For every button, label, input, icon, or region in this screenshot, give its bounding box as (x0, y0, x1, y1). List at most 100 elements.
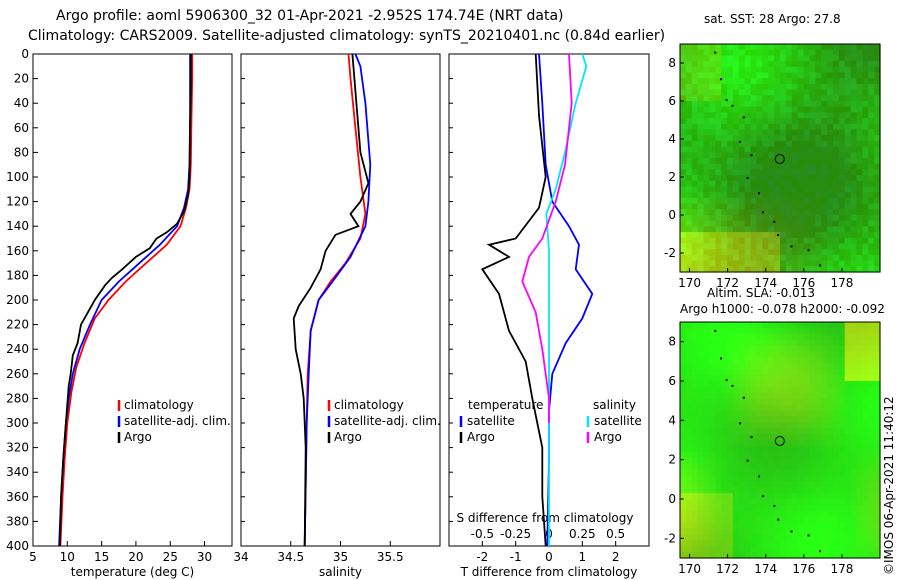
map-cell (844, 192, 852, 199)
map-cell (762, 410, 769, 417)
map-cell (815, 457, 822, 465)
map-cell (821, 135, 828, 142)
map-cell (768, 534, 775, 541)
map-cell (791, 95, 799, 102)
map-cell (697, 180, 705, 188)
map-cell (750, 66, 758, 74)
map-cell (744, 158, 752, 165)
map-cell (838, 89, 846, 96)
map-cell (797, 95, 805, 102)
map-cell (697, 345, 705, 353)
map-cell (832, 112, 840, 119)
map-cell (685, 44, 693, 51)
map-cell (727, 369, 734, 376)
y-tick-label: 360 (6, 490, 29, 504)
map-cell (691, 451, 699, 459)
map-cell (680, 112, 687, 119)
map-cell (868, 163, 875, 170)
map-cell (774, 203, 781, 210)
map-cell (685, 78, 693, 85)
map-cell (815, 232, 822, 239)
map-cell (762, 243, 769, 250)
map-cell (768, 469, 775, 476)
map-cell (732, 457, 740, 465)
map-cell (768, 434, 775, 441)
map-cell (791, 237, 799, 245)
map-cell (780, 180, 787, 188)
map-cell (685, 463, 693, 471)
map-cell (862, 552, 869, 559)
map-cell (844, 175, 852, 182)
map-cell (785, 78, 793, 85)
map-cell (756, 78, 763, 85)
island-dot (739, 140, 742, 143)
map-cell (785, 169, 793, 176)
map-cell (780, 237, 787, 245)
map-cell (874, 422, 881, 429)
map-cell (721, 463, 728, 471)
map-cell (697, 469, 705, 476)
map-cell (832, 146, 840, 153)
map-cell (821, 226, 828, 233)
map-cell (803, 146, 811, 153)
map-cell (838, 135, 846, 142)
map-cell (768, 422, 775, 429)
map-cell (844, 469, 852, 476)
map-cell (803, 140, 811, 148)
map-cell (762, 249, 769, 256)
map-cell (832, 463, 840, 471)
map-cell (732, 434, 740, 441)
map-cell (844, 322, 852, 329)
map-cell (697, 534, 705, 541)
map-cell (685, 381, 693, 388)
map-cell (697, 552, 705, 559)
map-cell (732, 463, 740, 471)
map-cell (827, 215, 834, 222)
map-cell (715, 44, 722, 51)
map-cell (791, 140, 799, 148)
island-dot (790, 245, 793, 248)
map-cell (838, 192, 846, 199)
map-cell (685, 215, 693, 222)
map-cell (680, 475, 687, 482)
map-cell (797, 392, 805, 400)
map-cell (815, 392, 822, 400)
map-cell (862, 203, 869, 210)
map-cell (732, 386, 740, 394)
map-cell (691, 55, 699, 62)
map-cell (832, 220, 840, 227)
map-cell (838, 451, 846, 459)
map-cell (850, 175, 858, 182)
map-cell (838, 327, 846, 335)
map-cell (785, 72, 793, 79)
map-cell (715, 66, 722, 74)
map-cell (732, 169, 740, 176)
map-cell (797, 375, 805, 382)
map-cell (791, 522, 799, 530)
map-cell (832, 197, 840, 205)
map-cell (680, 226, 687, 233)
map-cell (856, 534, 863, 541)
map-cell (803, 72, 811, 79)
map-cell (827, 510, 834, 518)
map-cell (691, 180, 699, 188)
map-cell (844, 106, 852, 113)
map-cell (727, 398, 734, 406)
map-cell (780, 410, 787, 417)
map-cell (868, 83, 875, 91)
map-cell (815, 140, 822, 148)
map-cell (738, 140, 746, 148)
island-dot (725, 379, 728, 382)
map-cell (809, 469, 816, 476)
map-cell (727, 504, 734, 512)
map-cell (862, 123, 869, 131)
map-cell (732, 404, 740, 412)
map-cell (874, 428, 881, 435)
map-cell (727, 123, 734, 131)
map-cell (803, 434, 811, 441)
map-cell (738, 158, 746, 165)
map-cell (809, 451, 816, 459)
map-cell (721, 260, 728, 267)
map-cell (780, 322, 787, 329)
map-cell (691, 357, 699, 364)
